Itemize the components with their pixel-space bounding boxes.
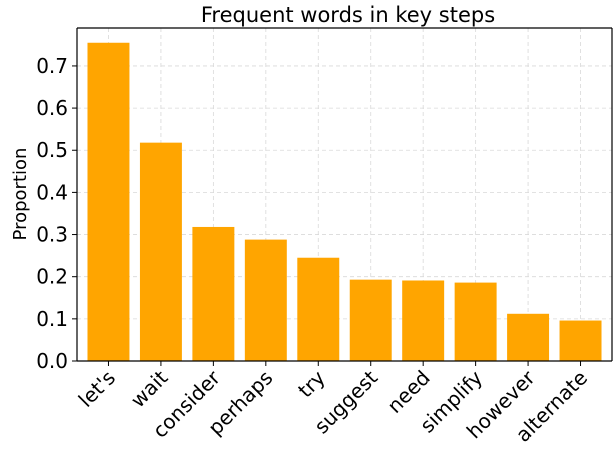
- bars: [87, 42, 602, 361]
- x-tick-label: let's: [74, 366, 120, 412]
- x-tick-label: wait: [126, 365, 173, 412]
- x-tick-label: try: [293, 365, 330, 402]
- bar: [244, 239, 287, 361]
- chart-title: Frequent words in key steps: [201, 3, 495, 27]
- y-tick-label: 0.0: [36, 349, 68, 373]
- y-tick-label: 0.2: [36, 265, 68, 289]
- y-axis-label: Proportion: [10, 148, 31, 241]
- y-ticks: 0.0 0.1 0.2 0.3 0.4 0.5 0.6 0.7: [36, 54, 77, 373]
- y-tick-label: 0.4: [36, 180, 68, 204]
- y-tick-label: 0.3: [36, 223, 68, 247]
- y-tick-label: 0.6: [36, 96, 68, 120]
- bar: [507, 313, 550, 361]
- bar: [87, 42, 130, 361]
- bar: [559, 320, 602, 361]
- y-tick-label: 0.1: [36, 307, 68, 331]
- bar: [297, 257, 340, 361]
- axes: [76, 27, 613, 362]
- bar: [139, 142, 182, 361]
- y-tick-label: 0.5: [36, 138, 68, 162]
- y-tick-label: 0.7: [36, 54, 68, 78]
- bar: [192, 226, 235, 361]
- bar: [454, 282, 497, 361]
- bar: [402, 280, 445, 361]
- bar: [349, 279, 392, 361]
